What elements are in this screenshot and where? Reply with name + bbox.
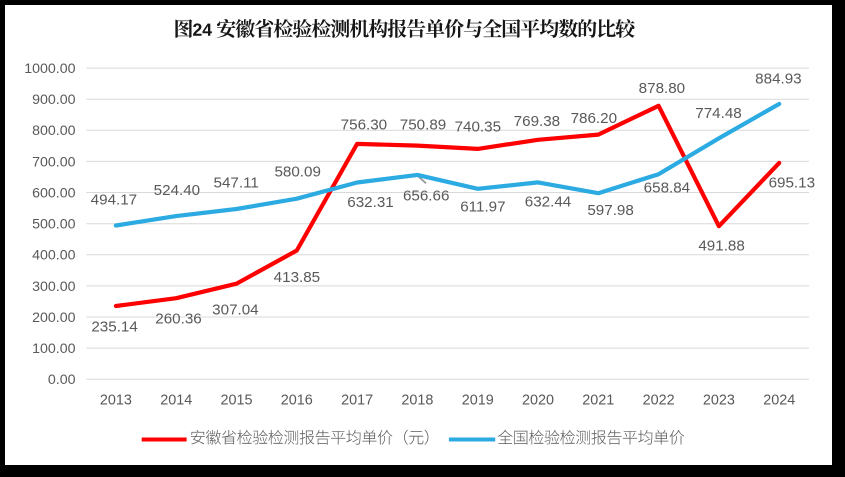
svg-text:200.00: 200.00: [32, 310, 76, 326]
svg-text:750.89: 750.89: [400, 116, 446, 133]
svg-text:2014: 2014: [160, 393, 192, 409]
svg-text:656.66: 656.66: [403, 187, 449, 204]
svg-text:260.36: 260.36: [155, 311, 201, 328]
svg-text:2019: 2019: [462, 393, 494, 409]
svg-text:611.97: 611.97: [460, 199, 505, 216]
svg-text:547.11: 547.11: [214, 175, 259, 192]
svg-text:774.48: 774.48: [695, 105, 741, 122]
svg-text:632.44: 632.44: [525, 194, 571, 211]
svg-text:2016: 2016: [281, 393, 313, 409]
svg-text:400.00: 400.00: [32, 248, 76, 264]
svg-text:0.00: 0.00: [48, 372, 76, 388]
svg-text:700.00: 700.00: [32, 154, 76, 170]
svg-text:800.00: 800.00: [32, 123, 76, 139]
svg-text:658.84: 658.84: [644, 179, 690, 196]
svg-text:500.00: 500.00: [32, 217, 76, 233]
svg-text:235.14: 235.14: [91, 318, 137, 335]
svg-text:756.30: 756.30: [341, 116, 387, 133]
svg-text:2015: 2015: [220, 393, 252, 409]
svg-text:491.88: 491.88: [698, 238, 744, 255]
svg-text:878.80: 878.80: [639, 80, 685, 97]
svg-text:786.20: 786.20: [571, 110, 617, 127]
svg-text:2022: 2022: [643, 393, 675, 409]
svg-text:2013: 2013: [100, 393, 132, 409]
svg-text:413.85: 413.85: [274, 269, 320, 286]
svg-text:2023: 2023: [703, 393, 735, 409]
svg-text:2024: 2024: [763, 393, 795, 409]
svg-text:580.09: 580.09: [274, 164, 320, 181]
svg-text:307.04: 307.04: [212, 301, 258, 318]
svg-text:524.40: 524.40: [154, 182, 200, 199]
svg-text:1000.00: 1000.00: [24, 61, 75, 77]
svg-text:597.98: 597.98: [587, 202, 633, 219]
svg-text:100.00: 100.00: [32, 341, 76, 357]
svg-text:600.00: 600.00: [32, 185, 76, 201]
svg-text:494.17: 494.17: [91, 191, 137, 208]
svg-text:300.00: 300.00: [32, 279, 76, 295]
svg-text:769.38: 769.38: [514, 113, 560, 130]
svg-text:2021: 2021: [582, 393, 614, 409]
svg-text:2017: 2017: [341, 393, 373, 409]
svg-text:2018: 2018: [401, 393, 433, 409]
svg-text:2020: 2020: [522, 393, 554, 409]
svg-text:740.35: 740.35: [455, 119, 501, 136]
svg-text:884.93: 884.93: [755, 71, 801, 88]
svg-text:695.13: 695.13: [769, 175, 815, 192]
svg-text:900.00: 900.00: [32, 92, 76, 108]
svg-text:632.31: 632.31: [347, 194, 393, 211]
